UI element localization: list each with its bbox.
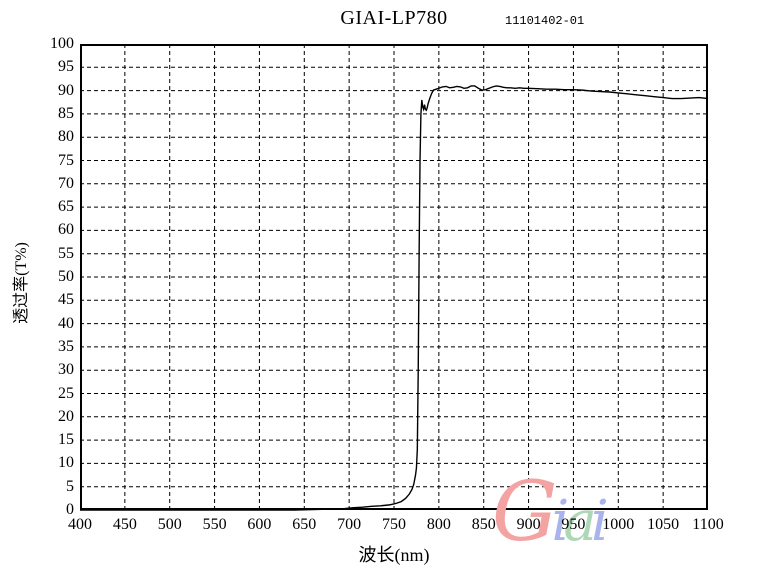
transmittance-curve bbox=[80, 85, 709, 511]
x-tick-label: 1050 bbox=[647, 516, 680, 533]
y-tick-label: 20 bbox=[58, 407, 74, 425]
x-tick-label: 650 bbox=[292, 516, 317, 533]
x-tick-label: 950 bbox=[561, 516, 586, 533]
y-tick-label: 75 bbox=[58, 151, 74, 169]
y-tick-label: 30 bbox=[58, 361, 74, 379]
x-tick-label: 550 bbox=[202, 516, 227, 533]
x-tick-label: 750 bbox=[382, 516, 406, 533]
y-tick-label: 70 bbox=[58, 174, 74, 192]
y-tick-label: 90 bbox=[58, 81, 74, 99]
x-tick-label: 600 bbox=[247, 516, 272, 533]
x-tick-label: 400 bbox=[68, 516, 92, 533]
y-tick-label: 50 bbox=[58, 268, 74, 285]
x-tick-label: 1000 bbox=[602, 516, 635, 533]
y-tick-label: 0 bbox=[66, 501, 74, 518]
chart-title: GIAI-LP780 bbox=[340, 7, 448, 29]
plot-area bbox=[80, 44, 709, 511]
y-tick-label: 25 bbox=[58, 384, 74, 402]
x-tick-label: 800 bbox=[426, 516, 451, 533]
y-tick-label: 35 bbox=[58, 337, 74, 355]
y-tick-label: 100 bbox=[50, 35, 74, 52]
y-tick-label: 85 bbox=[58, 104, 74, 122]
y-tick-label: 65 bbox=[58, 198, 74, 216]
y-tick-label: 5 bbox=[66, 477, 74, 495]
x-tick-label: 450 bbox=[112, 516, 137, 533]
x-tick-label: 700 bbox=[337, 516, 362, 533]
y-tick-label: 60 bbox=[58, 221, 74, 239]
y-tick-label: 95 bbox=[58, 58, 74, 76]
chart-code-label: 11101402-01 bbox=[505, 14, 585, 28]
y-axis-title: 透过率(T%) bbox=[13, 242, 30, 324]
y-tick-label: 45 bbox=[58, 291, 74, 309]
y-tick-label: 15 bbox=[58, 431, 74, 449]
y-tick-label: 40 bbox=[58, 314, 74, 332]
x-tick-label: 1100 bbox=[692, 516, 724, 533]
x-tick-label: 500 bbox=[157, 516, 182, 533]
y-tick-label: 55 bbox=[58, 244, 74, 262]
y-tick-label: 10 bbox=[58, 454, 74, 472]
plot-border bbox=[80, 44, 708, 510]
x-axis-title: 波长(nm) bbox=[358, 545, 430, 565]
x-tick-label: 850 bbox=[471, 516, 496, 533]
y-tick-label: 80 bbox=[58, 128, 74, 146]
x-tick-label: 900 bbox=[516, 516, 541, 533]
